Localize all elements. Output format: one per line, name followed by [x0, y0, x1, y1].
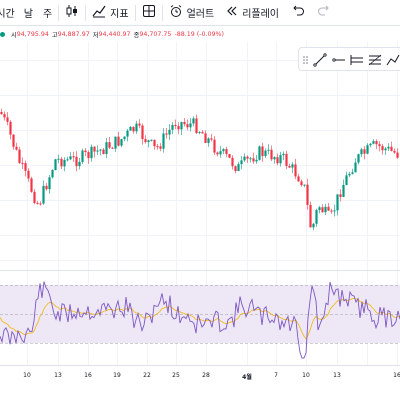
time-axis-label: 4월: [242, 374, 252, 381]
candlestick-icon: [65, 4, 79, 21]
alarm-clock-icon: [169, 4, 183, 21]
chart-toolbar: 4시간 날 주 지표 얼러트 리플레이: [0, 0, 400, 26]
fib-retracement-icon[interactable]: [368, 54, 382, 66]
replay-button[interactable]: 리플레이: [226, 0, 279, 26]
undo-icon: [293, 5, 305, 20]
toolbar-divider: [134, 4, 136, 21]
horizontal-ray-icon[interactable]: [332, 58, 345, 62]
rewind-icon: [226, 5, 238, 20]
interval-button[interactable]: 4시간: [0, 0, 15, 26]
day-label: 날: [23, 9, 33, 20]
time-axis-label: 19: [113, 372, 121, 379]
time-axis-label: 25: [172, 372, 180, 379]
low-label: 저: [92, 31, 99, 39]
time-axis-label: 10: [23, 372, 31, 379]
layout-icon: [142, 4, 156, 21]
path-tool-icon[interactable]: [386, 54, 400, 66]
drawing-toolbar: [298, 47, 400, 71]
time-axis-label: 10: [302, 372, 310, 379]
replay-label: 리플레이: [242, 9, 279, 20]
time-axis-label: 16: [393, 372, 400, 379]
candlestick-series: [0, 108, 399, 231]
layout-button[interactable]: [142, 0, 156, 26]
time-axis-label: 13: [54, 372, 62, 379]
indicators-icon: [92, 4, 106, 21]
indicators-label: 지표: [110, 9, 129, 20]
change-value: -88.19 (-0.09%): [174, 30, 224, 38]
redo-icon: [317, 5, 329, 20]
market-status-icon: [0, 31, 5, 37]
time-axis-label: 16: [84, 372, 92, 379]
time-axis-label: 13: [333, 372, 341, 379]
toolbar-divider: [85, 4, 87, 21]
toolbar-divider: [58, 4, 60, 21]
undo-button[interactable]: [293, 0, 305, 26]
high-label: 고: [51, 31, 58, 39]
day-interval-button[interactable]: 날: [24, 0, 33, 26]
toolbar-divider: [161, 4, 163, 21]
week-label: 주: [42, 9, 53, 20]
parallel-channel-icon[interactable]: [350, 55, 363, 65]
open-label: 시: [11, 31, 17, 39]
close-value: 94,707.75: [139, 30, 172, 38]
redo-button[interactable]: [317, 0, 329, 26]
trend-line-icon[interactable]: [313, 53, 327, 67]
chart-type-button[interactable]: [65, 0, 79, 26]
alert-label: 얼러트: [186, 9, 215, 20]
time-axis-label: 7: [274, 372, 278, 379]
high-value: 94,887.97: [57, 30, 90, 38]
drag-handle-icon[interactable]: [303, 56, 308, 64]
alert-button[interactable]: 얼러트: [169, 0, 215, 26]
rsi-panel: [0, 281, 400, 359]
indicators-button[interactable]: 지표: [92, 0, 129, 26]
close-label: 종: [133, 31, 140, 39]
interval-label: 4시간: [0, 9, 15, 20]
open-value: 94,795.94: [16, 30, 49, 38]
low-value: 94,440.97: [98, 30, 131, 38]
week-interval-button[interactable]: 주: [43, 0, 52, 26]
time-axis-label: 28: [202, 372, 210, 379]
ohlc-legend: 시 94,795.94 고 94,887.97 저 94,440.97 종 94…: [0, 27, 224, 41]
time-axis-label: 22: [143, 372, 151, 379]
